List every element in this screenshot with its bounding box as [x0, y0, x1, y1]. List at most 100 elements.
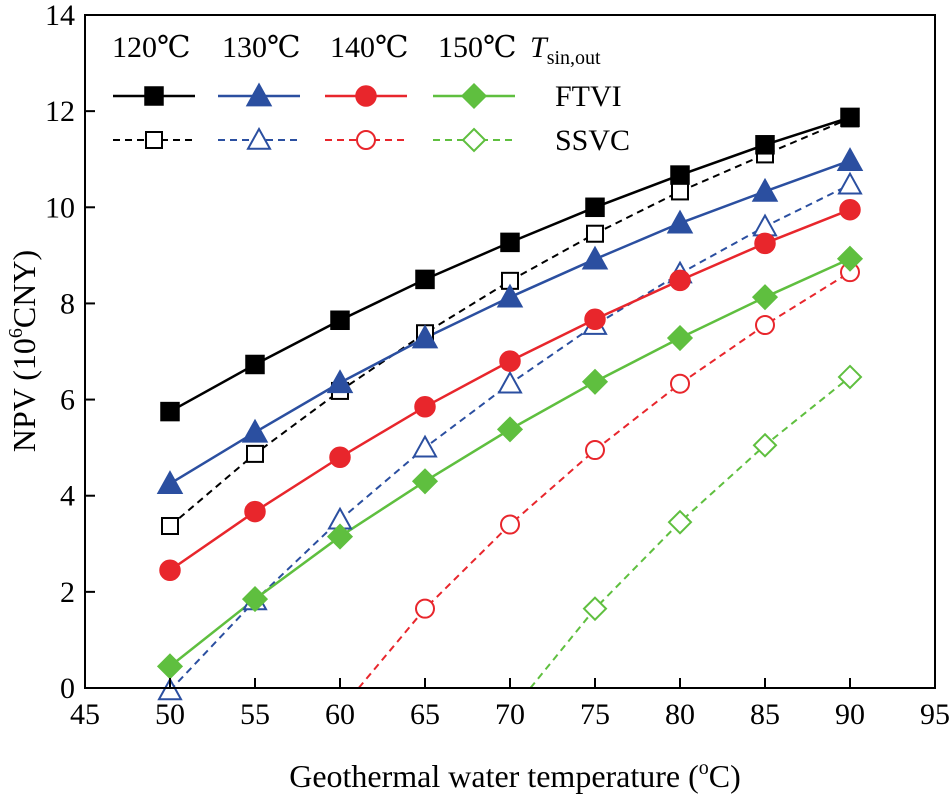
point-ftvi-120	[670, 165, 690, 185]
point-ssvc-130	[412, 434, 438, 458]
point-ftvi-140	[839, 198, 861, 221]
y-tick-label: 8	[60, 287, 75, 320]
legend-temp-130: 130℃	[222, 31, 301, 64]
legend-temp-120: 120℃	[112, 31, 191, 64]
point-ftvi-150	[836, 245, 864, 272]
x-axis-title-main: Geothermal water temperature (	[289, 758, 699, 794]
y-tick-label: 0	[60, 672, 75, 705]
point-ssvc-130	[157, 677, 183, 701]
legend-marker-ftvi-150	[460, 82, 488, 110]
point-ftvi-130	[581, 245, 609, 270]
y-tick-label: 10	[45, 191, 75, 224]
series-line-ftvi-150	[169, 257, 851, 668]
legend-variable-sub: sin,out	[547, 47, 601, 69]
point-ssvc-120	[586, 224, 604, 243]
x-axis-title-degree: o	[699, 757, 709, 779]
point-ftvi-140	[584, 308, 606, 331]
y-tick-label: 6	[60, 384, 75, 417]
legend-marker-ssvc-140	[356, 130, 376, 150]
legend-variable-label: Tsin,out	[530, 31, 601, 69]
point-ftvi-120	[755, 135, 775, 155]
point-ftvi-120	[160, 401, 180, 422]
x-axis-title-unit: C)	[709, 758, 741, 794]
legend-variable-main: T	[530, 31, 549, 64]
point-ssvc-150	[752, 432, 778, 458]
point-ssvc-130	[497, 370, 523, 394]
point-ftvi-140	[244, 500, 266, 523]
point-ftvi-130	[241, 418, 269, 443]
point-ssvc-140	[670, 373, 690, 394]
legend-marker-ftvi-130	[245, 82, 273, 107]
point-ftvi-130	[156, 470, 184, 495]
series-line-ssvc-150	[529, 376, 851, 689]
y-axis-title: NPV (106CNY)	[5, 250, 42, 452]
x-tick-label: 70	[495, 698, 525, 731]
point-ftvi-140	[414, 396, 436, 418]
legend-marker-ftvi-120	[144, 86, 164, 106]
x-tick-label: 85	[750, 698, 780, 731]
y-tick-label: 12	[45, 95, 75, 128]
point-ftvi-130	[666, 209, 694, 234]
x-axis-title: Geothermal water temperature (oC)	[289, 757, 741, 794]
point-ftvi-120	[500, 232, 520, 253]
x-tick-label: 60	[325, 698, 355, 731]
point-ssvc-120	[671, 182, 689, 201]
point-ftvi-140	[499, 350, 521, 372]
point-ssvc-120	[246, 444, 264, 463]
legend-marker-ssvc-130	[246, 126, 272, 150]
point-ftvi-150	[411, 468, 439, 495]
legend-marker-ssvc-150	[461, 127, 487, 153]
point-ftvi-140	[669, 269, 691, 292]
point-ssvc-140	[500, 514, 520, 535]
point-ftvi-130	[751, 177, 779, 202]
x-tick-label: 50	[155, 698, 185, 731]
legend: 120℃ 130℃ 140℃ 150℃ Tsin,out FTVI SSVC	[112, 31, 630, 157]
legend-temp-150: 150℃	[438, 31, 517, 64]
x-tick-label: 75	[580, 698, 610, 731]
point-ssvc-140	[585, 440, 605, 461]
point-ssvc-140	[415, 598, 435, 619]
point-ssvc-150	[667, 509, 693, 535]
point-ssvc-150	[582, 596, 608, 622]
point-ftvi-120	[585, 197, 605, 218]
x-tick-label: 90	[835, 698, 865, 731]
point-ftvi-120	[840, 107, 860, 128]
point-ftvi-120	[415, 269, 435, 290]
point-ftvi-130	[411, 324, 439, 349]
point-ftvi-150	[496, 416, 524, 443]
x-tick-label: 95	[920, 698, 950, 731]
point-ssvc-140	[755, 315, 775, 336]
x-tick-label: 45	[70, 698, 100, 731]
point-ftvi-140	[159, 559, 181, 581]
legend-marker-ftvi-140	[355, 85, 377, 107]
legend-temp-140: 140℃	[330, 31, 409, 64]
y-tick-label: 14	[45, 0, 75, 32]
point-ssvc-120	[161, 516, 179, 535]
x-tick-label: 80	[665, 698, 695, 731]
point-ssvc-130	[752, 213, 778, 237]
x-tick-label: 55	[240, 698, 270, 731]
point-ftvi-150	[241, 586, 269, 613]
point-ftvi-130	[326, 369, 354, 394]
y-tick-label: 2	[60, 576, 75, 609]
point-ftvi-150	[581, 368, 609, 395]
y-axis-title-main: NPV (10	[6, 338, 42, 452]
point-ftvi-140	[754, 232, 776, 255]
legend-label-ftvi: FTVI	[555, 80, 622, 113]
point-ftvi-150	[751, 284, 779, 311]
legend-samples	[113, 82, 515, 153]
point-ftvi-150	[666, 324, 694, 352]
legend-marker-ssvc-120	[145, 131, 163, 149]
legend-label-ssvc: SSVC	[555, 124, 630, 157]
y-axis-title-sup: 6	[5, 328, 27, 338]
point-ssvc-130	[837, 171, 863, 195]
y-axis-title-unit: CNY)	[6, 250, 42, 328]
point-ftvi-150	[156, 653, 184, 680]
y-tick-label: 4	[60, 480, 75, 513]
series-line-ssvc-120	[169, 117, 851, 527]
point-ftvi-130	[496, 283, 524, 308]
plot-layer	[156, 107, 864, 701]
point-ftvi-120	[245, 354, 265, 375]
point-ssvc-150	[837, 364, 863, 390]
